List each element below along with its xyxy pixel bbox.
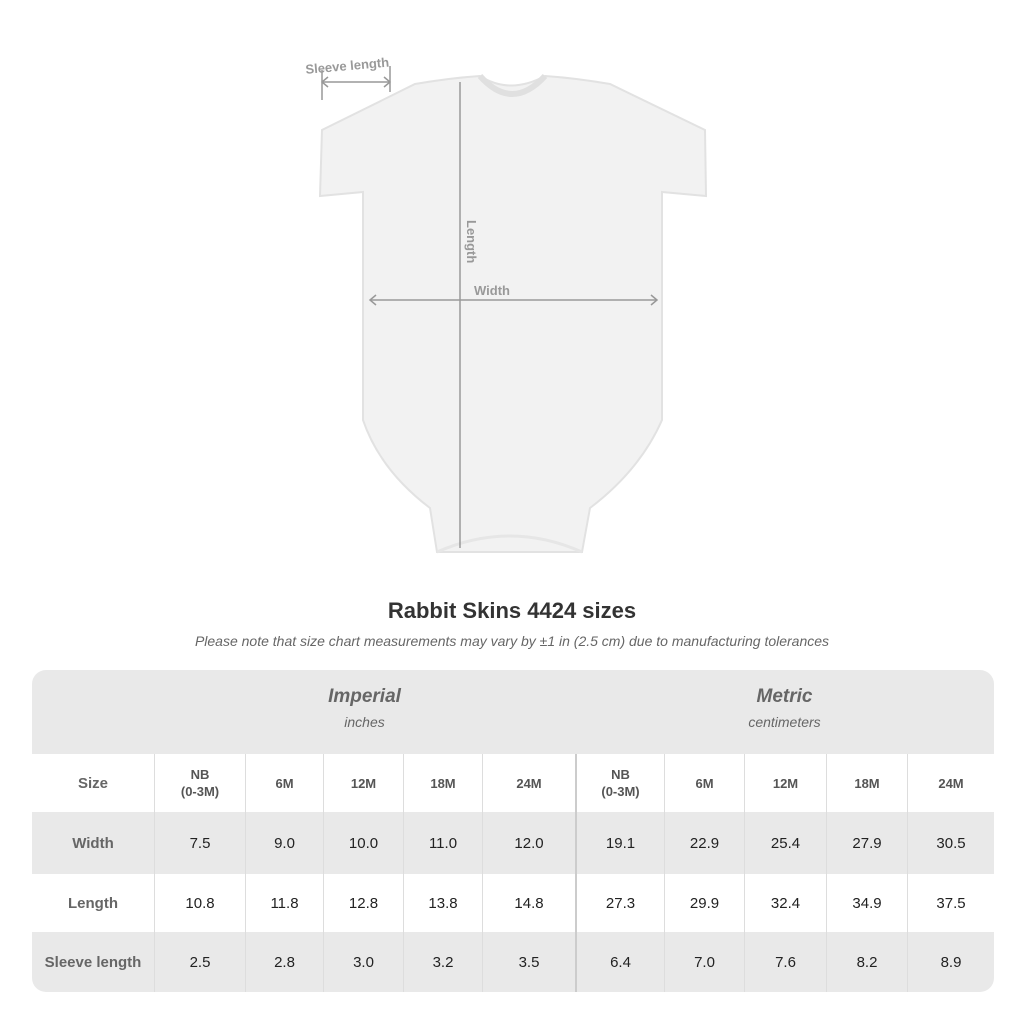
onesie-snap-flap bbox=[436, 534, 583, 554]
metric-title: Metric bbox=[756, 686, 813, 707]
row-label: Length bbox=[68, 894, 118, 912]
table-cell: 3.0 bbox=[323, 932, 403, 992]
table-cell: 11.8 bbox=[245, 874, 323, 932]
table-cell: 12.8 bbox=[323, 874, 403, 932]
table-cell: 7.6 bbox=[744, 932, 826, 992]
size-table: Imperial inches Metric centimeters Size N… bbox=[32, 670, 994, 992]
imperial-unit: inches bbox=[344, 714, 385, 730]
table-cell: 14.8 bbox=[482, 874, 575, 932]
table-cell: 34.9 bbox=[826, 874, 907, 932]
onesie-body bbox=[318, 74, 708, 553]
table-cell: 8.9 bbox=[907, 932, 994, 992]
onesie-collar bbox=[477, 73, 548, 97]
size-header-cell: NB (0-3M) bbox=[575, 754, 664, 812]
table-cell: 2.5 bbox=[154, 932, 245, 992]
table-cell: 29.9 bbox=[664, 874, 744, 932]
size-header-cell: 24M bbox=[907, 754, 994, 812]
size-header-cell: 18M bbox=[403, 754, 482, 812]
table-cell: 37.5 bbox=[907, 874, 994, 932]
imperial-title: Imperial bbox=[328, 686, 401, 707]
table-cell: 11.0 bbox=[403, 812, 482, 874]
metric-unit: centimeters bbox=[748, 714, 821, 730]
table-cell: 6.4 bbox=[575, 932, 664, 992]
length-label: Length bbox=[464, 220, 479, 263]
row-label: Size bbox=[77, 774, 108, 792]
table-cell: 10.0 bbox=[323, 812, 403, 874]
table-row: Sleeve length 2.5 6.4 2.8 7.0 3.0 7.6 3.2 8.2 3.5… bbox=[32, 932, 994, 992]
row-label: Sleeve length bbox=[44, 953, 142, 971]
page-title: Rabbit Skins 4424 sizes bbox=[387, 598, 637, 623]
tolerance-note: Please note that size chart measurements… bbox=[194, 633, 830, 649]
size-header-cell: 6M bbox=[664, 754, 744, 812]
size-header-cell: 24M bbox=[482, 754, 575, 812]
row-label: Width bbox=[72, 834, 114, 852]
table-cell: 12.0 bbox=[482, 812, 575, 874]
table-cell: 3.5 bbox=[482, 932, 575, 992]
table-cell: 10.8 bbox=[154, 874, 245, 932]
width-label: Width bbox=[474, 283, 510, 298]
table-cell: 19.1 bbox=[575, 812, 664, 874]
size-header-cell: 12M bbox=[744, 754, 826, 812]
imperial-header: Imperial inches bbox=[154, 686, 575, 730]
table-cell: 7.5 bbox=[154, 812, 245, 874]
table-cell: 9.0 bbox=[245, 812, 323, 874]
onesie-diagram: Sleeve length Length Width bbox=[305, 55, 708, 554]
table-row: Width 7.5 19.1 9.0 22.9 10.0 25.4 11.0 27.9 12.0 3… bbox=[32, 812, 994, 874]
table-cell: 3.2 bbox=[403, 932, 482, 992]
sleeve-arrowheads bbox=[320, 66, 392, 100]
table-cell: 32.4 bbox=[744, 874, 826, 932]
size-header-cell: 12M bbox=[323, 754, 403, 812]
width-arrowheads bbox=[368, 294, 659, 306]
table-cell: 30.5 bbox=[907, 812, 994, 874]
size-header-cell: 6M bbox=[245, 754, 323, 812]
table-cell: 13.8 bbox=[403, 874, 482, 932]
table-cell: 25.4 bbox=[744, 812, 826, 874]
table-cell: 7.0 bbox=[664, 932, 744, 992]
table-cell: 27.3 bbox=[575, 874, 664, 932]
size-header-cell: NB (0-3M) bbox=[154, 754, 245, 812]
size-header-cell: 18M bbox=[826, 754, 907, 812]
table-cell: 22.9 bbox=[664, 812, 744, 874]
size-row: Size NB (0-3M) NB (0-3M) 6M 6M 12M 12M 18M 18M 24… bbox=[32, 754, 994, 812]
table-cell: 8.2 bbox=[826, 932, 907, 992]
sleeve-length-label: Sleeve length bbox=[305, 55, 390, 77]
metric-header: Metric centimeters bbox=[575, 686, 994, 730]
table-cell: 27.9 bbox=[826, 812, 907, 874]
table-header: Imperial inches Metric centimeters bbox=[32, 670, 994, 754]
table-row: Length 10.8 27.3 11.8 29.9 12.8 32.4 13.8 34.9 14… bbox=[32, 874, 994, 932]
table-cell: 2.8 bbox=[245, 932, 323, 992]
